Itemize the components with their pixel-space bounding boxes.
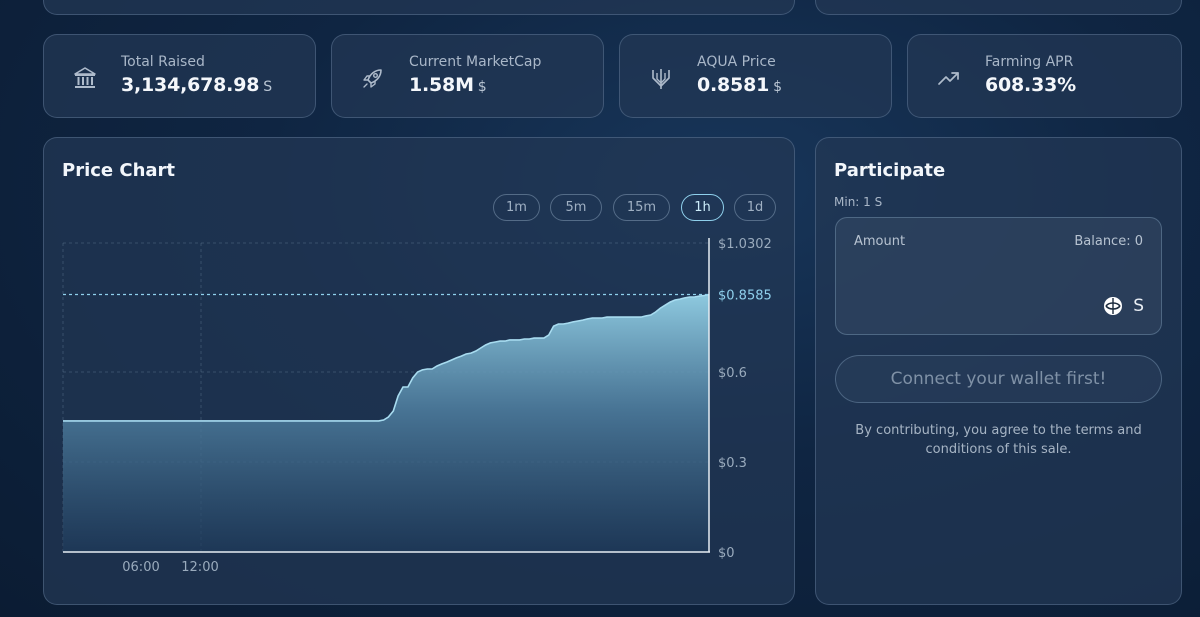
rocket-icon	[363, 69, 382, 88]
bank-icon	[74, 67, 96, 88]
min-contribution: Min: 1 S	[834, 195, 883, 209]
stat-value: 0.8581 $	[697, 74, 782, 96]
y-tick-label: $0.3	[718, 456, 747, 471]
terms-text: By contributing, you agree to the terms …	[855, 423, 1142, 457]
token-symbol: S	[1133, 296, 1144, 316]
sonic-token-icon	[1104, 297, 1123, 315]
stat-value: 3,134,678.98 S	[121, 74, 272, 96]
y-tick-label: $0	[718, 546, 735, 561]
stat-card-farming-apr: Farming APR 608.33%	[907, 34, 1182, 118]
token-selector: S	[1103, 296, 1144, 316]
timeframe-1d[interactable]: 1d	[734, 194, 776, 221]
balance-label: Balance: 0	[1074, 234, 1143, 249]
timeframe-1h[interactable]: 1h	[681, 194, 724, 221]
current-price-label: $0.8585	[718, 289, 772, 304]
stat-card-total-raised: Total Raised 3,134,678.98 S	[43, 34, 316, 118]
stat-label: Total Raised	[121, 54, 205, 70]
top-left-card	[43, 0, 795, 15]
top-right-card	[815, 0, 1182, 15]
x-tick-label: 12:00	[181, 560, 218, 575]
price-line	[63, 293, 710, 422]
timeframe-5m[interactable]: 5m	[550, 194, 602, 221]
trending-up-icon	[938, 72, 959, 85]
x-tick-label: 06:00	[122, 560, 159, 575]
y-tick-label: $0.6	[718, 366, 747, 381]
amount-label: Amount	[854, 234, 906, 249]
stat-unit: $	[477, 79, 487, 95]
participate-card: Participate Min: 1 S Amount Balance: 0 S…	[815, 137, 1182, 605]
stat-unit: $	[773, 79, 782, 95]
amount-box[interactable]: Amount Balance: 0 S	[835, 217, 1162, 335]
price-chart: $1.0302 $0.8585 $0.6 $0.3 $0 06:00 12:00	[62, 237, 772, 575]
chart-title: Price Chart	[62, 160, 176, 181]
price-area	[63, 294, 709, 552]
timeframe-15m[interactable]: 15m	[613, 194, 670, 221]
price-chart-card: Price Chart 1m 5m 15m 1h 1d $1.0302 $0.85…	[43, 137, 795, 605]
stat-label: Current MarketCap	[409, 54, 542, 70]
y-tick-label: $1.0302	[718, 237, 772, 252]
stat-value: 608.33%	[985, 74, 1076, 96]
trident-icon	[652, 69, 670, 89]
amount-input[interactable]	[854, 262, 1108, 290]
stat-card-aqua-price: AQUA Price 0.8581 $	[619, 34, 892, 118]
participate-title: Participate	[834, 160, 946, 181]
stat-label: Farming APR	[985, 54, 1074, 70]
timeframe-1m[interactable]: 1m	[493, 194, 540, 221]
stat-card-marketcap: Current MarketCap 1.58M $	[331, 34, 604, 118]
stat-unit: S	[263, 79, 272, 95]
connect-wallet-button[interactable]: Connect your wallet first!	[835, 355, 1162, 403]
stat-label: AQUA Price	[697, 54, 776, 70]
stat-value: 1.58M $	[409, 74, 487, 96]
